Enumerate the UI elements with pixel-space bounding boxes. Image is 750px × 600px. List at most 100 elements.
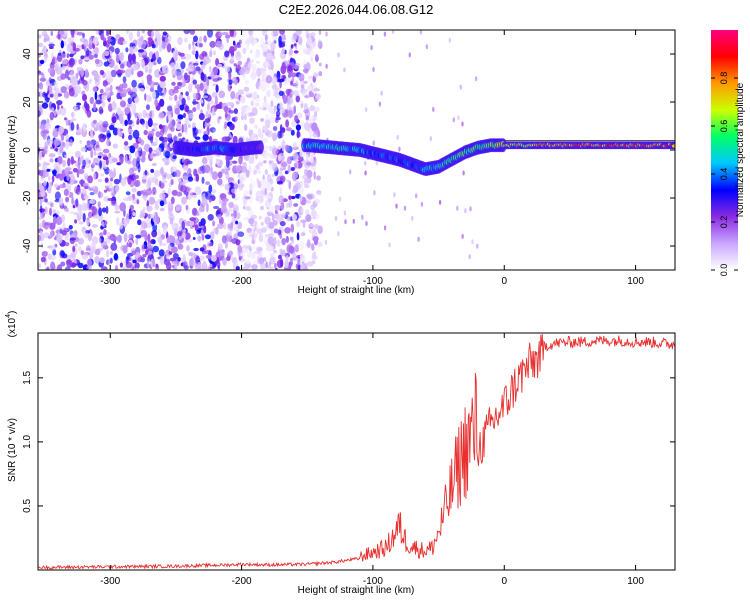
noise-speck bbox=[192, 45, 196, 51]
noise-speck bbox=[62, 205, 67, 209]
noise-speck bbox=[94, 248, 101, 256]
noise-speck bbox=[271, 61, 274, 71]
noise-speck bbox=[318, 30, 322, 35]
noise-speck bbox=[94, 58, 100, 65]
noise-speck bbox=[86, 258, 92, 268]
noise-speck bbox=[292, 257, 299, 261]
noise-speck bbox=[82, 122, 86, 133]
noise-speck bbox=[82, 212, 86, 223]
noise-speck bbox=[217, 243, 224, 251]
noise-speck bbox=[316, 175, 321, 181]
noise-speck bbox=[264, 34, 268, 42]
noise-speck bbox=[192, 107, 197, 112]
noise-speck bbox=[280, 64, 287, 75]
noise-speck bbox=[199, 99, 204, 104]
noise-speck bbox=[246, 231, 250, 239]
noise-speck bbox=[206, 78, 210, 87]
noise-speck bbox=[189, 30, 196, 35]
noise-speck bbox=[281, 213, 287, 219]
noise-speck bbox=[250, 100, 255, 107]
noise-speck bbox=[147, 233, 151, 243]
noise-speck bbox=[205, 181, 211, 186]
noise-speck bbox=[238, 39, 242, 45]
noise-speck bbox=[63, 188, 69, 196]
noise-speck bbox=[218, 197, 222, 205]
noise-speck bbox=[205, 249, 212, 255]
noise-speck bbox=[235, 64, 241, 72]
noise-speck bbox=[113, 178, 120, 185]
noise-speck bbox=[39, 213, 43, 218]
noise-speck bbox=[273, 105, 278, 111]
noise-speck bbox=[192, 92, 199, 101]
colorbar-tick-label: 0.4 bbox=[719, 168, 729, 181]
noise-speck bbox=[124, 107, 131, 114]
noise-speck bbox=[178, 235, 182, 240]
noise-speck bbox=[131, 45, 136, 54]
noise-speck bbox=[313, 251, 317, 259]
noise-speck bbox=[274, 263, 277, 269]
colorbar-tick-label: 0.2 bbox=[719, 216, 729, 229]
noise-speck bbox=[276, 239, 281, 248]
noise-speck bbox=[237, 89, 244, 96]
noise-speck bbox=[59, 106, 67, 116]
noise-speck bbox=[110, 186, 117, 196]
noise-speck bbox=[176, 71, 183, 81]
noise-speck bbox=[41, 220, 46, 228]
noise-speck bbox=[273, 249, 277, 254]
noise-speck bbox=[225, 173, 230, 178]
noise-speck bbox=[217, 63, 223, 68]
noise-speck bbox=[109, 257, 113, 264]
noise-speck bbox=[292, 184, 299, 193]
noise-speck bbox=[91, 161, 96, 168]
noise-speck bbox=[452, 117, 455, 123]
noise-speck bbox=[128, 134, 133, 141]
noise-speck bbox=[291, 35, 296, 43]
noise-speck bbox=[170, 166, 177, 172]
noise-speck bbox=[151, 176, 158, 184]
noise-speck bbox=[176, 100, 180, 107]
noise-speck bbox=[261, 227, 267, 233]
noise-speck bbox=[52, 129, 59, 138]
noise-speck bbox=[194, 186, 202, 195]
noise-speck bbox=[77, 262, 84, 269]
noise-speck bbox=[136, 190, 142, 197]
noise-speck bbox=[289, 236, 294, 241]
noise-speck bbox=[88, 54, 94, 60]
snr-multiplier: (x104) bbox=[5, 311, 18, 338]
noise-speck bbox=[235, 266, 240, 270]
noise-speck bbox=[91, 224, 98, 228]
noise-speck bbox=[142, 109, 147, 119]
noise-speck bbox=[269, 117, 275, 124]
noise-speck bbox=[128, 153, 132, 161]
noise-speck bbox=[39, 123, 47, 130]
noise-speck bbox=[67, 37, 74, 44]
noise-speck bbox=[201, 62, 206, 70]
noise-speck bbox=[57, 52, 62, 56]
noise-speck bbox=[171, 246, 178, 254]
noise-speck bbox=[258, 196, 262, 204]
noise-speck bbox=[76, 123, 79, 131]
noise-speck bbox=[383, 31, 387, 37]
noise-speck bbox=[199, 36, 203, 42]
noise-speck bbox=[192, 62, 199, 66]
noise-speck bbox=[144, 245, 148, 250]
noise-speck bbox=[89, 96, 95, 105]
noise-speck bbox=[39, 230, 43, 236]
noise-speck bbox=[287, 109, 295, 118]
noise-speck bbox=[267, 236, 275, 245]
noise-speck bbox=[114, 204, 120, 211]
noise-speck bbox=[98, 178, 102, 183]
noise-speck bbox=[255, 153, 258, 160]
noise-speck bbox=[50, 30, 54, 37]
noise-speck bbox=[58, 126, 65, 134]
noise-speck bbox=[343, 67, 346, 73]
noise-speck bbox=[277, 230, 280, 237]
noise-speck bbox=[152, 122, 159, 127]
noise-speck bbox=[172, 253, 179, 260]
noise-speck bbox=[256, 177, 260, 184]
noise-speck bbox=[139, 39, 147, 49]
noise-speck bbox=[175, 204, 183, 210]
noise-speck bbox=[136, 121, 140, 125]
noise-speck bbox=[44, 206, 48, 215]
